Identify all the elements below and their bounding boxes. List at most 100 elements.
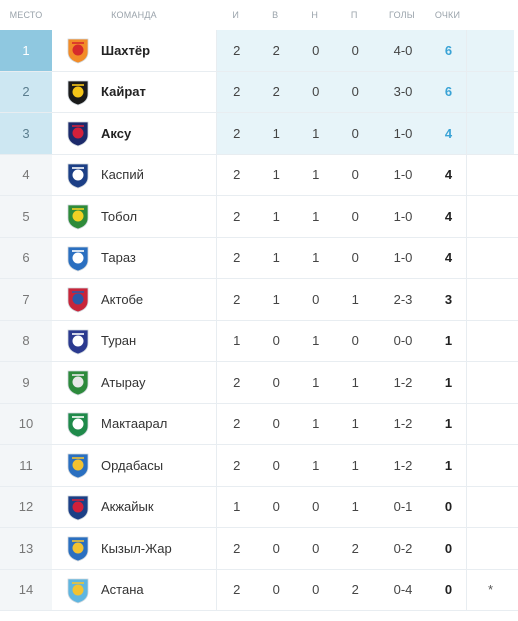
team-name: Атырау (101, 374, 146, 390)
row-team[interactable]: Кайрат (52, 71, 217, 112)
table-row[interactable]: 13 Кызыл-Жар 2 0 0 2 0-2 0 (0, 528, 518, 570)
row-position: 2 (0, 71, 52, 112)
table-row[interactable]: 10 Мактаарал 2 0 1 1 1-2 1 (0, 403, 518, 445)
row-played: 2 (217, 113, 257, 154)
row-team[interactable]: Ордабасы (52, 445, 217, 486)
astana-logo (65, 575, 91, 605)
row-lost: 1 (351, 416, 359, 432)
team-name: Ордабасы (101, 457, 164, 473)
row-team[interactable]: Тараз (52, 237, 217, 278)
row-played: 2 (233, 416, 241, 432)
row-lost: 0 (351, 250, 359, 266)
row-goals: 1-2 (393, 457, 413, 473)
row-won: 0 (272, 582, 280, 598)
team-name: Тобол (101, 208, 138, 224)
row-team[interactable]: Тобол (52, 196, 217, 237)
ordabasy-logo (65, 450, 91, 480)
row-points: 6 (431, 71, 466, 112)
turan-logo (65, 326, 91, 356)
akzhaiyk-logo (65, 492, 91, 522)
row-goals: 1-0 (393, 167, 413, 183)
row-drawn: 0 (312, 540, 320, 556)
row-played: 2 (217, 71, 257, 112)
table-row[interactable]: 1 Шахтёр 2 2 0 0 4-0 6 (0, 30, 518, 72)
table-row[interactable]: 5 Тобол 2 1 1 0 1-0 4 (0, 196, 518, 238)
row-lost: 2 (351, 582, 359, 598)
row-team[interactable]: Атырау (52, 362, 217, 403)
team-name: Аксу (101, 125, 132, 141)
team-name: Тараз (101, 250, 136, 266)
row-points: 0 (444, 540, 453, 556)
row-won: 1 (272, 167, 280, 183)
team-name: Каспий (101, 167, 144, 183)
row-position: 7 (0, 279, 52, 320)
row-note (466, 403, 514, 444)
row-played: 2 (233, 291, 241, 307)
row-points: 0 (444, 582, 453, 598)
row-played: 2 (233, 457, 241, 473)
row-points: 1 (444, 416, 453, 432)
row-lost: 1 (351, 499, 359, 515)
table-row[interactable]: 9 Атырау 2 0 1 1 1-2 1 (0, 362, 518, 404)
row-position: 8 (0, 320, 52, 361)
row-lost: 0 (351, 208, 359, 224)
row-note: * (466, 569, 514, 610)
row-won: 1 (272, 291, 280, 307)
table-row[interactable]: 11 Ордабасы 2 0 1 1 1-2 1 (0, 445, 518, 487)
row-points: 4 (444, 208, 453, 224)
table-row[interactable]: 3 Аксу 2 1 1 0 1-0 4 (0, 113, 518, 155)
row-team[interactable]: Акжайык (52, 486, 217, 527)
row-team[interactable]: Аксу (52, 113, 217, 154)
row-lost: 1 (351, 291, 359, 307)
row-goals: 1-0 (393, 208, 413, 224)
aksu-logo (65, 118, 91, 148)
row-goals: 0-1 (393, 499, 413, 515)
table-row[interactable]: 12 Акжайык 1 0 0 1 0-1 0 (0, 486, 518, 528)
row-position: 9 (0, 362, 52, 403)
table-row[interactable]: 2 Кайрат 2 2 0 0 3-0 6 (0, 71, 518, 113)
row-points: 0 (444, 499, 453, 515)
row-played: 2 (233, 582, 241, 598)
row-note (466, 528, 514, 569)
kairat-logo (65, 77, 91, 107)
row-won: 0 (272, 457, 280, 473)
row-team[interactable]: Шахтёр (52, 30, 217, 71)
row-lost: 0 (335, 71, 375, 112)
row-drawn: 0 (312, 499, 320, 515)
row-team[interactable]: Астана (52, 569, 217, 610)
row-won: 0 (272, 333, 280, 349)
header-drawn: Н (311, 10, 319, 20)
row-position: 10 (0, 403, 52, 444)
row-team[interactable]: Мактаарал (52, 403, 217, 444)
row-team[interactable]: Актобе (52, 279, 217, 320)
row-points: 3 (444, 291, 453, 307)
row-team[interactable]: Туран (52, 320, 217, 361)
row-position: 6 (0, 237, 52, 278)
table-row[interactable]: 8 Туран 1 0 1 0 0-0 1 (0, 320, 518, 362)
row-goals: 0-2 (393, 540, 413, 556)
row-team[interactable]: Кызыл-Жар (52, 528, 217, 569)
row-position: 13 (0, 528, 52, 569)
table-row[interactable]: 7 Актобе 2 1 0 1 2-3 3 (0, 279, 518, 321)
row-drawn: 1 (312, 250, 320, 266)
row-lost: 2 (351, 540, 359, 556)
row-note (466, 445, 514, 486)
table-row[interactable]: 4 Каспий 2 1 1 0 1-0 4 (0, 154, 518, 196)
table-row[interactable]: 6 Тараз 2 1 1 0 1-0 4 (0, 237, 518, 279)
team-name: Астана (101, 582, 144, 598)
row-team[interactable]: Каспий (52, 154, 217, 195)
team-name: Актобе (101, 291, 144, 307)
row-note (466, 71, 514, 112)
row-lost: 0 (351, 167, 359, 183)
row-drawn: 1 (312, 167, 320, 183)
row-note (466, 237, 514, 278)
header-points: ОЧКИ (434, 10, 461, 20)
row-points: 6 (431, 30, 466, 71)
row-lost: 1 (351, 457, 359, 473)
row-lost: 0 (351, 333, 359, 349)
taraz-logo (65, 243, 91, 273)
row-position: 5 (0, 196, 52, 237)
header-goals: ГОЛЫ (389, 10, 415, 20)
table-row[interactable]: 14 Астана 2 0 0 2 0-4 0 * (0, 569, 518, 611)
